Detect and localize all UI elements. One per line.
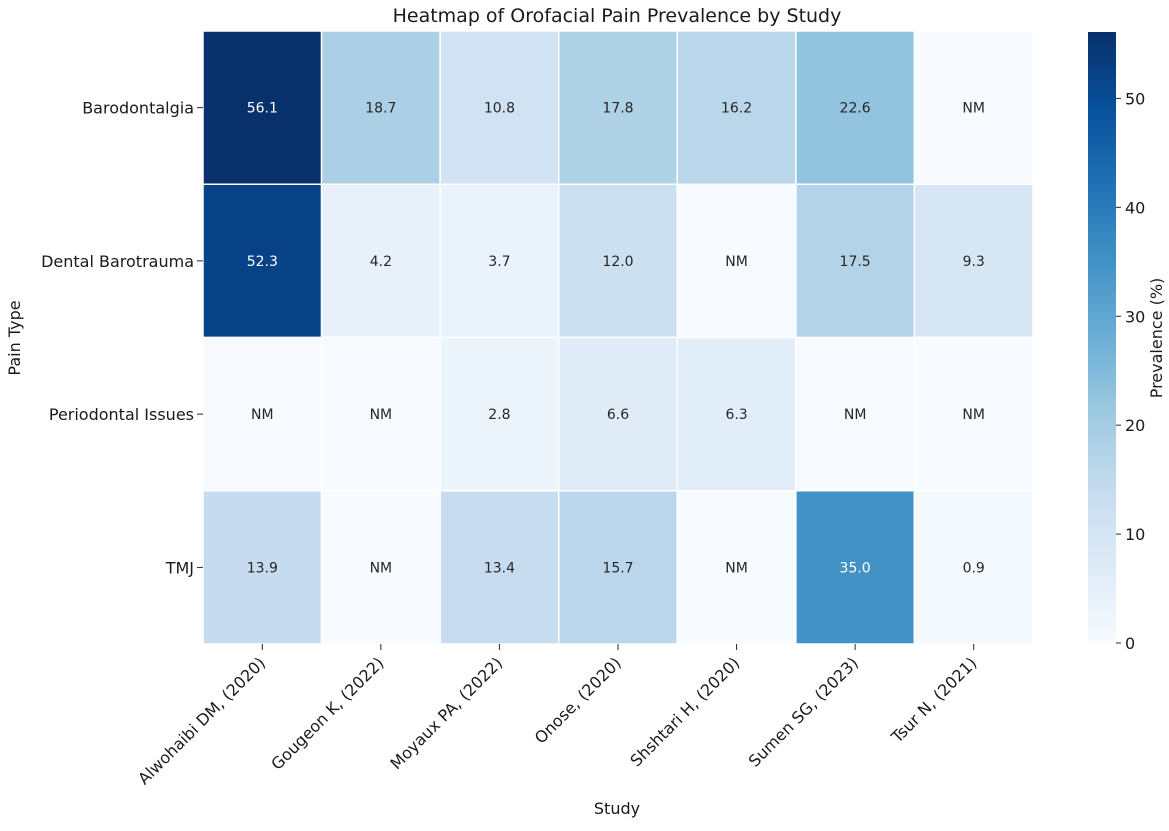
- colorbar-tick-label: 20: [1125, 416, 1145, 435]
- cell-value-label: 52.3: [247, 254, 278, 270]
- cell-value-label: 9.3: [963, 254, 985, 270]
- cell-value-label: 2.8: [488, 407, 510, 423]
- heatmap-cell: [320, 30, 441, 185]
- cell-value-label: NM: [370, 407, 393, 423]
- heatmap-cell: [439, 336, 560, 492]
- cell-value-label: NM: [370, 560, 393, 576]
- y-axis-label: Pain Type: [5, 300, 24, 375]
- heatmap-cell: [676, 183, 797, 339]
- heatmap-cell: [320, 490, 441, 645]
- cell-value-label: 4.2: [370, 254, 392, 270]
- x-tick-label: Tsur N, (2021): [887, 653, 981, 747]
- cell-value-label: NM: [962, 101, 985, 117]
- colorbar-tick-label: 40: [1125, 198, 1145, 217]
- x-tick-label: Moyaux PA, (2022): [386, 653, 506, 773]
- cell-value-label: 6.3: [725, 407, 747, 423]
- heatmap-cell: [795, 490, 916, 645]
- heatmap-cell: [676, 30, 797, 185]
- x-tick-label: Alwohaibi DM, (2020): [134, 653, 269, 788]
- heatmap-cell: [913, 336, 1034, 492]
- x-tick-label: Gougeon K, (2022): [267, 653, 387, 773]
- heatmap-cell: [795, 336, 916, 492]
- cell-value-label: 12.0: [602, 254, 633, 270]
- y-tick-label: Dental Barotrauma: [41, 252, 194, 271]
- heatmap-cell: [557, 490, 679, 645]
- heatmap-cell: [913, 490, 1034, 645]
- heatmap-cell: [202, 336, 323, 492]
- heatmap-cell: [202, 30, 323, 185]
- heatmap-cell: [202, 490, 323, 645]
- heatmap-cell: [913, 183, 1034, 339]
- cell-value-label: 13.9: [247, 560, 278, 576]
- colorbar-label: Prevalence (%): [1147, 278, 1166, 399]
- y-axis: Barodontalgia Dental Barotrauma Periodonta…: [41, 99, 203, 577]
- x-tick-label: Onose, (2020): [531, 653, 625, 747]
- cell-value-label: 6.6: [607, 407, 629, 423]
- cell-value-label: NM: [251, 407, 274, 423]
- cell-value-label: 15.7: [602, 560, 633, 576]
- cell-value-label: 17.5: [840, 254, 871, 270]
- cell-value-label: 18.7: [365, 101, 396, 117]
- heatmap-cell: [320, 336, 441, 492]
- heatmap-cell: [557, 336, 679, 492]
- x-tick-label: Shshtari H, (2020): [626, 653, 743, 770]
- heatmap-cell: [795, 30, 916, 185]
- colorbar: 0 10 20 30 40 50 Prevalence (%): [1088, 32, 1166, 653]
- x-tick-label: Sumen SG, (2023): [745, 653, 862, 770]
- x-axis-label: Study: [594, 799, 640, 818]
- cell-value-label: 35.0: [840, 560, 871, 576]
- colorbar-tick-label: 30: [1125, 307, 1145, 326]
- y-tick-label: TMJ: [165, 558, 194, 577]
- heatmap-cell: [439, 30, 560, 185]
- heatmap-cell: [795, 183, 916, 339]
- cell-value-label: 22.6: [840, 101, 871, 117]
- cell-value-label: 0.9: [963, 560, 985, 576]
- colorbar-tick-label: 0: [1125, 634, 1135, 653]
- cell-value-label: 10.8: [484, 101, 515, 117]
- heatmap-cells: 56.1 18.7 10.8 17.8 16.2 22.6 NM 52.3 4.2 3.7 12.0…: [202, 30, 1034, 645]
- y-tick-label: Periodontal Issues: [49, 405, 194, 424]
- chart-title: Heatmap of Orofacial Pain Prevalence by …: [393, 5, 842, 27]
- cell-value-label: NM: [962, 407, 985, 423]
- cell-value-label: 3.7: [488, 254, 510, 270]
- colorbar-ticks: 0 10 20 30 40 50: [1116, 89, 1145, 653]
- cell-value-label: 13.4: [484, 560, 515, 576]
- colorbar-gradient: [1088, 32, 1116, 643]
- cell-value-label: NM: [844, 407, 867, 423]
- heatmap-cell: [439, 183, 560, 339]
- cell-value-label: 17.8: [602, 101, 633, 117]
- heatmap-cell: [557, 30, 679, 185]
- cell-value-label: 16.2: [721, 101, 752, 117]
- cell-value-label: 56.1: [247, 101, 278, 117]
- x-axis: Alwohaibi DM, (2020)Gougeon K, (2022)Moy…: [134, 644, 981, 788]
- colorbar-tick-label: 10: [1125, 525, 1145, 544]
- cell-value-label: NM: [725, 560, 748, 576]
- y-tick-label: Barodontalgia: [82, 99, 194, 118]
- cell-value-label: NM: [725, 254, 748, 270]
- colorbar-tick-label: 50: [1125, 89, 1145, 108]
- heatmap-cell: [676, 336, 797, 492]
